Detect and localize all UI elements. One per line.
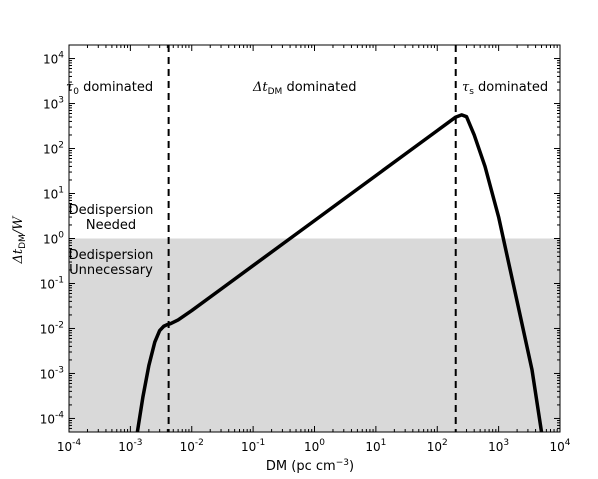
- y-tick-label: 102: [43, 141, 64, 157]
- x-axis-label: DM (pc cm−3): [266, 458, 354, 474]
- annotation-tau0: τ0 dominated: [66, 80, 153, 97]
- y-axis-label: ΔtDM/W: [11, 215, 28, 265]
- shaded-region: [69, 238, 560, 432]
- y-tick-label: 10-1: [40, 275, 64, 291]
- y-axis-ticks: 10-4 10-3 10-2 10-1 100 101 102 103 104: [40, 44, 560, 433]
- y-tick-label: 10-2: [40, 320, 64, 336]
- annotation-unnecessary-line1: Dedispersion: [69, 248, 154, 263]
- x-axis-ticks: 10-4 10-3 10-2 10-1 100 101 102 103 104: [57, 45, 571, 454]
- x-tick-label: 102: [427, 438, 448, 454]
- x-tick-label: 10-4: [57, 438, 82, 454]
- x-tick-label: 10-3: [118, 438, 142, 454]
- vertical-lines: [167, 45, 457, 432]
- x-tick-label: 10-1: [241, 438, 265, 454]
- x-tick-label: 103: [488, 438, 509, 454]
- annotation-needed-line1: Dedispersion: [69, 203, 154, 218]
- x-tick-label: 104: [549, 438, 570, 454]
- x-tick-label: 100: [304, 438, 325, 454]
- x-tick-label: 10-2: [180, 438, 204, 454]
- annotation-taus: τs dominated: [462, 80, 548, 97]
- annotation-dt-dm: ΔtDM dominated: [252, 80, 357, 97]
- y-tick-label: 101: [43, 186, 64, 202]
- y-tick-label: 10-4: [40, 410, 65, 426]
- x-tick-label: 101: [365, 438, 386, 454]
- y-tick-label: 103: [43, 96, 64, 112]
- annotation-unnecessary-line2: Unnecessary: [69, 263, 153, 278]
- series-line: [135, 113, 544, 432]
- y-tick-label: 104: [43, 51, 64, 67]
- y-tick-label: 10-3: [40, 365, 64, 381]
- y-tick-label: 100: [43, 231, 64, 247]
- annotation-needed-line2: Needed: [86, 218, 136, 233]
